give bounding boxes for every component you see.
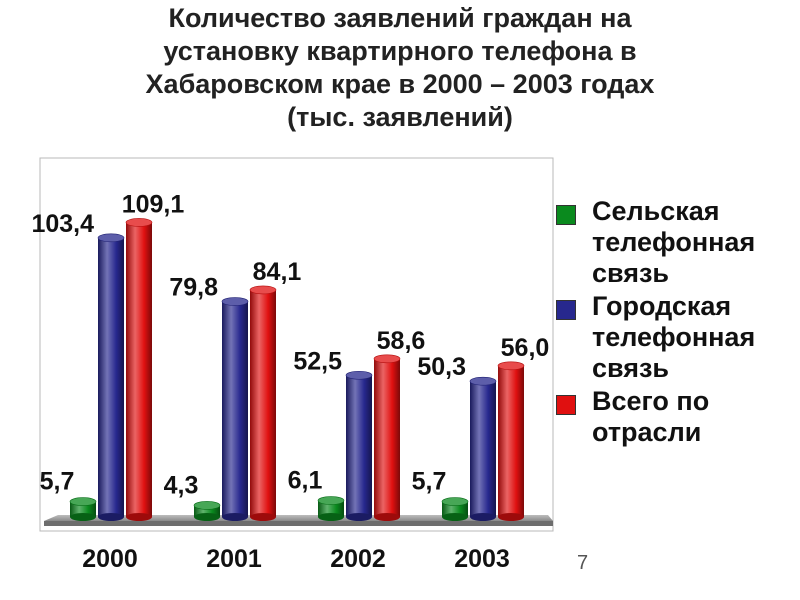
- legend-label-total: Всего по отрасли: [592, 386, 710, 447]
- bar-total-2002-top: [373, 354, 401, 364]
- bar-urban-2000: [97, 233, 125, 521]
- chart-floor: [44, 515, 553, 521]
- chart-title-line: установку квартирного телефона в: [163, 36, 637, 66]
- bar-total-2000: [125, 218, 153, 521]
- legend-item-total: Всего по отрасли: [556, 386, 800, 448]
- page-number: 7: [577, 552, 589, 574]
- bar-urban-2003-base: [470, 513, 496, 521]
- bar-rural-2002-body: [318, 500, 344, 517]
- data-label-urban-2001: 79,8: [169, 274, 218, 302]
- bar-rural-2001-base: [194, 513, 220, 521]
- chart-title-line: Количество заявлений граждан на: [168, 3, 632, 33]
- x-tick-label-2001: 2001: [206, 545, 262, 573]
- bar-urban-2002-body: [346, 375, 372, 517]
- legend-swatch-urban: [556, 300, 576, 320]
- bar-rural-2000-base: [70, 513, 96, 521]
- bar-urban-2002-top: [345, 370, 373, 380]
- bar-rural-2000: [69, 497, 97, 521]
- bar-total-2002-base: [374, 513, 400, 521]
- data-label-rural-2001: 4,3: [164, 471, 199, 499]
- bar-urban-2003-body: [470, 381, 496, 517]
- x-tick-label-2002: 2002: [330, 545, 386, 573]
- bar-urban-2001-body: [222, 301, 248, 517]
- bar-total-2000-base: [126, 513, 152, 521]
- chart-floor-edge: [44, 521, 553, 526]
- bar-rural-2003-base: [442, 513, 468, 521]
- bar-urban-2003: [469, 376, 497, 521]
- data-label-rural-2003: 5,7: [412, 468, 447, 496]
- legend-item-urban: Городская телефонная связь: [556, 291, 800, 384]
- bar-rural-2003: [441, 497, 469, 521]
- bar-rural-2003-body: [442, 501, 468, 517]
- legend: Сельская телефонная связь Городская теле…: [556, 196, 800, 450]
- bar-rural-2001-top: [193, 501, 221, 510]
- bar-total-2003-top: [497, 361, 525, 371]
- bar-rural-2000-body: [70, 501, 96, 517]
- chart-title-line: Хабаровском крае в 2000 – 2003 годах: [145, 69, 655, 99]
- bar-total-2001-base: [250, 513, 276, 521]
- bar-total-2003-base: [498, 513, 524, 521]
- bar-rural-2001: [193, 501, 221, 521]
- bar-rural-2001-body: [194, 505, 220, 517]
- data-label-total-2000: 109,1: [122, 190, 185, 218]
- x-tick-label-2003: 2003: [454, 545, 510, 573]
- bar-rural-2002-base: [318, 513, 344, 521]
- chart-title: Количество заявлений граждан на установк…: [0, 2, 800, 134]
- x-tick-label-2000: 2000: [82, 545, 138, 573]
- legend-label-rural: Сельская телефонная связь: [592, 196, 756, 288]
- bar-total-2000-body: [126, 222, 152, 517]
- bar-urban-2001-top: [221, 297, 249, 306]
- legend-label-urban: Городская телефонная связь: [592, 291, 756, 383]
- data-label-total-2003: 56,0: [501, 334, 550, 362]
- data-label-rural-2000: 5,7: [40, 468, 75, 496]
- bar-total-2001-body: [250, 289, 276, 517]
- legend-swatch-total: [556, 395, 576, 415]
- bar-total-2002-body: [374, 358, 400, 517]
- chart-title-line: (тыс. заявлений): [287, 102, 513, 132]
- bar-rural-2002-top: [317, 496, 345, 505]
- bar-total-2003-body: [498, 365, 524, 517]
- data-label-urban-2002: 52,5: [293, 347, 342, 375]
- bar-total-2001-top: [249, 285, 277, 295]
- bar-total-2002: [373, 354, 401, 521]
- data-label-urban-2003: 50,3: [417, 353, 466, 381]
- bar-total-2000-top: [125, 218, 153, 227]
- bar-urban-2003-top: [469, 376, 497, 386]
- bar-urban-2001: [221, 297, 249, 521]
- plot-area-frame: [39, 157, 554, 532]
- bar-rural-2003-top: [441, 497, 469, 506]
- legend-item-rural: Сельская телефонная связь: [556, 196, 800, 289]
- bar-urban-2000-body: [98, 237, 124, 517]
- bar-rural-2000-top: [69, 497, 97, 506]
- data-label-total-2002: 58,6: [377, 327, 426, 355]
- legend-swatch-rural: [556, 205, 576, 225]
- bar-rural-2002: [317, 496, 345, 521]
- bar-total-2003: [497, 361, 525, 521]
- bar-urban-2002-base: [346, 513, 372, 521]
- bar-urban-2002: [345, 370, 373, 521]
- bar-urban-2001-base: [222, 513, 248, 521]
- bar-total-2001: [249, 285, 277, 521]
- bar-urban-2000-top: [97, 233, 125, 243]
- data-label-rural-2002: 6,1: [288, 467, 323, 495]
- bar-urban-2000-base: [98, 513, 124, 521]
- data-label-urban-2000: 103,4: [31, 210, 94, 238]
- data-label-total-2001: 84,1: [253, 258, 302, 286]
